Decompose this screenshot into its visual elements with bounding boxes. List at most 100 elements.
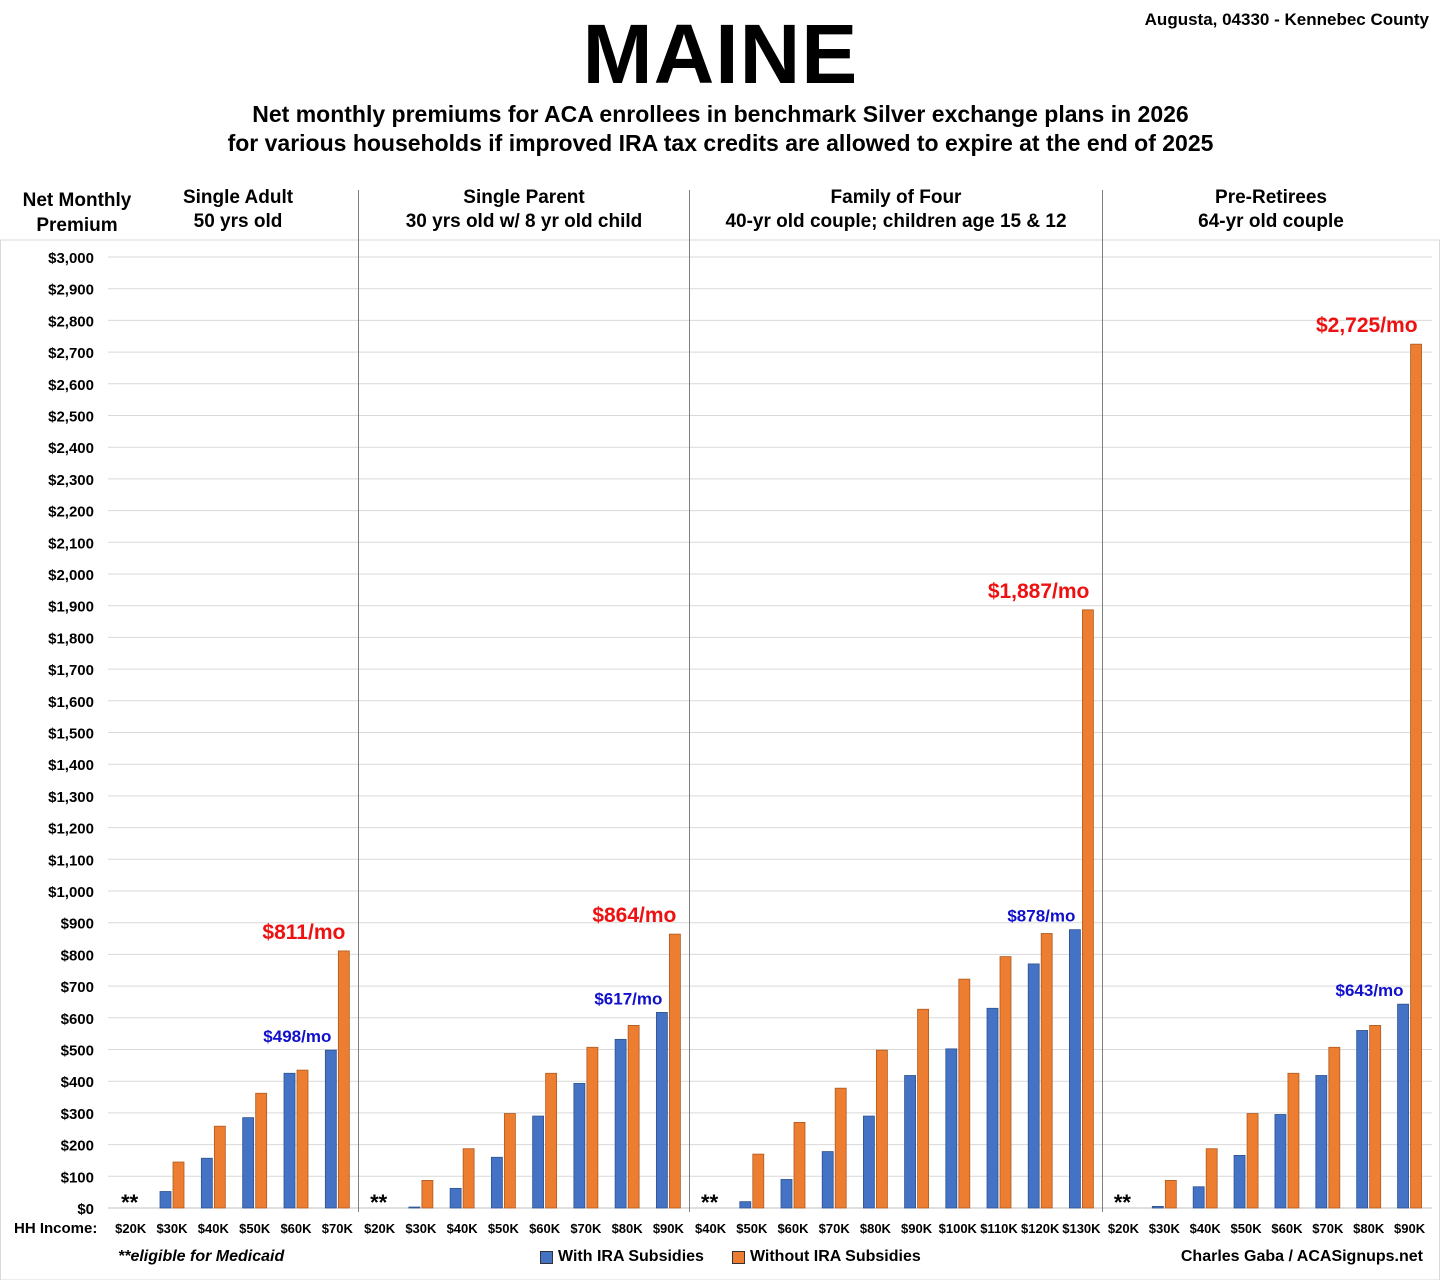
bar-with-subsidies [655,1012,668,1209]
callout-with-subsidies: $498/mo [263,1027,331,1046]
y-axis-title-line-1: Net Monthly [22,190,132,211]
legend-item-without: Without IRA Subsidies [731,1248,921,1266]
x-tick-label: $40K [1190,1221,1222,1236]
group-subtitle: 64-yr old couple [1198,211,1344,232]
bar-with-subsidies [863,1115,875,1209]
y-tick-label: $2,400 [48,440,94,457]
bar-without-subsidies [503,1113,516,1209]
x-tick-label: $70K [570,1221,602,1236]
chart-subtitle-line-2: for various households if improved IRA t… [227,130,1214,156]
x-tick-label: $40K [447,1221,479,1236]
plot-frame [0,239,1440,1280]
bar-without-subsidies [834,1087,847,1209]
bar-without-subsidies [1205,1148,1218,1209]
medicaid-marker: ** [1114,1190,1132,1215]
callout-without-subsidies: $811/mo [262,921,345,944]
bar-without-subsidies [668,933,681,1209]
group-title: Family of Four [830,187,962,208]
bar-without-subsidies [1246,1113,1259,1209]
bar-without-subsidies [876,1049,888,1209]
bar-with-subsidies [1192,1186,1205,1209]
y-tick-label: $700 [61,979,94,996]
y-tick-label: $2,700 [48,345,94,362]
bar-with-subsidies [739,1201,752,1209]
y-tick-label: $500 [61,1043,94,1060]
x-tick-label: $130K [1062,1221,1101,1236]
bar-without-subsidies [1082,609,1094,1209]
bar-without-subsidies [1328,1046,1341,1209]
bar-with-subsidies [1151,1206,1164,1209]
bar-with-subsidies [1233,1154,1246,1209]
bar-without-subsidies [337,950,350,1209]
bar-without-subsidies [1287,1072,1300,1209]
group-title: Single Adult [182,187,294,208]
y-tick-label: $900 [61,916,94,933]
bar-with-subsidies [986,1007,999,1209]
y-tick-label: $600 [61,1011,94,1028]
group-header-family-of-four: Family of Four 40-yr old couple; childre… [690,186,1102,234]
bar-with-subsidies [573,1083,586,1209]
bar-without-subsidies [586,1046,599,1209]
callout-with-subsidies: $643/mo [1336,981,1404,1000]
y-tick-label: $1,600 [48,694,94,711]
group-title: Single Parent [463,187,585,208]
bar-with-subsidies [614,1038,627,1209]
bar-without-subsidies [752,1153,765,1209]
y-tick-label: $1,200 [48,821,94,838]
x-tick-label: $40K [198,1221,230,1236]
callout-without-subsidies: $2,725/mo [1316,314,1418,337]
y-tick-label: $0 [77,1201,94,1218]
bar-without-subsidies [917,1008,929,1209]
y-tick-label: $2,200 [48,504,94,521]
bar-without-subsidies [172,1161,185,1209]
bar-with-subsidies [408,1206,421,1209]
group-header-single-adult: Single Adult 50 yrs old [118,186,358,234]
legend: With IRA Subsidies Without IRA Subsidies [540,1248,921,1266]
x-tick-label: $40K [695,1221,727,1236]
y-tick-label: $2,600 [48,377,94,394]
bar-without-subsidies [255,1092,268,1209]
chart-subtitle-line-1: Net monthly premiums for ACA enrollees i… [252,101,1189,127]
y-tick-label: $1,000 [48,884,94,901]
group-subtitle: 30 yrs old w/ 8 yr old child [405,211,643,232]
medicaid-marker: ** [370,1190,388,1215]
y-tick-label: $1,900 [48,599,94,616]
medicaid-marker: ** [121,1190,139,1215]
x-tick-label: $90K [1394,1221,1426,1236]
group-subtitle: 50 yrs old [193,211,283,232]
bar-with-subsidies [449,1187,462,1209]
y-axis-title-line-2: Premium [36,215,118,236]
y-tick-label: $1,300 [48,789,94,806]
bar-with-subsidies [1069,929,1081,1209]
bar-without-subsidies [999,956,1012,1209]
x-tick-label: $60K [777,1221,809,1236]
bar-with-subsidies [904,1075,916,1209]
bar-with-subsidies [242,1117,255,1209]
y-tick-label: $2,900 [48,282,94,299]
y-tick-label: $1,400 [48,757,94,774]
callout-with-subsidies: $878/mo [1007,907,1075,926]
bar-without-subsidies [1164,1180,1177,1209]
y-tick-label: $2,800 [48,313,94,330]
x-tick-label: $80K [612,1221,644,1236]
bar-with-subsidies [200,1157,213,1209]
legend-swatch-with [540,1250,553,1264]
bar-with-subsidies [945,1048,958,1209]
bar-with-subsidies [1027,963,1040,1209]
y-tick-label: $1,100 [48,852,94,869]
x-tick-label: $120K [1021,1221,1060,1236]
location-label: Augusta, 04330 - Kennebec County [1144,10,1429,29]
y-tick-label: $2,500 [48,409,94,426]
group-subtitle: 40-yr old couple; children age 15 & 12 [725,211,1067,232]
x-tick-label: $90K [653,1221,685,1236]
callout-without-subsidies: $1,887/mo [988,580,1090,603]
x-tick-label: $30K [1149,1221,1181,1236]
bar-with-subsidies [324,1049,337,1209]
bar-with-subsidies [1274,1114,1287,1209]
x-tick-label: $80K [1353,1221,1385,1236]
y-tick-label: $1,500 [48,726,94,743]
y-tick-label: $3,000 [48,250,94,267]
bar-with-subsidies [821,1151,834,1209]
bar-with-subsidies [1397,1003,1409,1209]
